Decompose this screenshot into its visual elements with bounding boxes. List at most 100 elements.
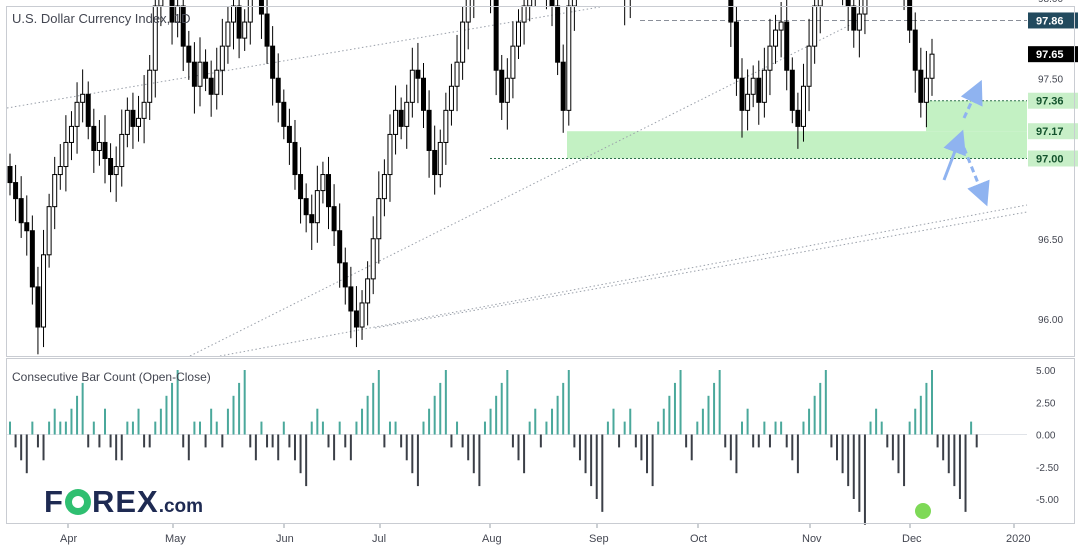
candle-body (756, 77, 762, 103)
candle-body (566, 5, 572, 111)
candle-body (231, 5, 237, 23)
candle-body (521, 5, 527, 23)
candle-body (359, 302, 365, 328)
price-label-box (1028, 150, 1078, 167)
candle-body (515, 21, 521, 47)
candle-body (465, 0, 471, 23)
candle-body (214, 69, 220, 95)
candle-body (7, 166, 13, 184)
indicator-axis-tick: -2.50 (1036, 463, 1059, 474)
price-label-box (1028, 12, 1078, 29)
candle-body (309, 214, 315, 224)
price-label-box (1028, 92, 1078, 109)
candle-body (761, 69, 767, 103)
candle-body (80, 93, 86, 103)
candle-body (560, 61, 566, 111)
candle-body (41, 254, 47, 328)
indicator-title: Consecutive Bar Count (Open-Close) (12, 370, 211, 384)
x-axis-tick: Dec (902, 533, 922, 545)
candle-body (348, 286, 354, 312)
candle-body (264, 13, 270, 47)
highlight-dot (915, 503, 931, 519)
x-axis-tick: Sep (589, 533, 609, 545)
logo-suffix: .com (158, 496, 204, 517)
candle-body (91, 125, 97, 151)
price-label-text: 97.36 (1036, 96, 1064, 108)
logo-wordmark: F REX (44, 484, 159, 519)
candle-body (571, 0, 577, 7)
candle-body (298, 174, 304, 200)
candle-body (493, 0, 499, 71)
candle-body (733, 21, 739, 79)
candle-body (404, 101, 410, 127)
candle-body (303, 198, 309, 216)
candle-body (191, 61, 197, 87)
candle-body (208, 77, 214, 95)
candle-body (437, 141, 443, 176)
candle-body (141, 101, 147, 119)
candle-body (203, 61, 209, 79)
candle-body (907, 0, 913, 31)
candle-body (789, 69, 795, 111)
candle-body (342, 262, 348, 288)
candle-body (29, 230, 35, 288)
candle-body (387, 133, 393, 176)
indicator-axis-tick: 0.00 (1036, 431, 1056, 442)
candle-body (292, 141, 298, 176)
candle-body (169, 0, 175, 23)
x-axis-tick: 2020 (1006, 533, 1030, 545)
candle-body (68, 125, 74, 143)
candle-body (739, 77, 745, 111)
projection-arrow-up (942, 129, 966, 181)
candle-body (147, 69, 153, 103)
indicator-axis-tick: 5.00 (1036, 366, 1056, 377)
candle-body (778, 21, 784, 31)
indicator-axis-tick: -5.00 (1036, 495, 1059, 506)
candle-body (806, 45, 812, 87)
candle-body (275, 77, 281, 103)
trendline-1 (189, 19, 861, 357)
trendline-3 (219, 204, 1028, 357)
projection-arrow-up-dashed (960, 79, 983, 119)
candle-body (923, 77, 929, 103)
x-axis-tick: Jun (276, 533, 294, 545)
indicator-axis-tick: 2.50 (1036, 398, 1056, 409)
candle-body (421, 77, 427, 111)
candle-body (225, 21, 231, 47)
candle-body (113, 166, 119, 176)
price-axis-tick: 98.00 (1038, 0, 1063, 5)
candle-body (247, 0, 253, 23)
candle-body (18, 198, 24, 224)
candle-body (13, 182, 19, 200)
candle-body (393, 109, 399, 135)
candle-body (773, 29, 779, 47)
candle-body (130, 109, 136, 127)
candle-body (119, 133, 125, 168)
candle-body (398, 109, 404, 127)
chart-title: U.S. Dollar Currency Index, 1D (12, 11, 191, 26)
candle-body (851, 5, 857, 31)
candle-body (24, 222, 30, 232)
candle-body (52, 174, 58, 208)
candle-body (504, 77, 510, 103)
candle-body (331, 206, 337, 232)
price-axis-tick: 97.50 (1038, 74, 1063, 85)
projection-arrow-down-dashed (962, 147, 990, 207)
candle-body (795, 109, 801, 127)
candle-body (409, 69, 415, 103)
candle-body (750, 77, 756, 95)
candle-body (448, 85, 454, 111)
candle-body (63, 141, 69, 168)
candle-body (426, 109, 432, 151)
candle-body (728, 0, 734, 23)
candle-body (365, 278, 371, 304)
trendline-2 (374, 211, 1028, 329)
candle-body (918, 69, 924, 103)
candle-body (337, 230, 343, 264)
candle-body (57, 166, 63, 176)
zone-support-upper (926, 100, 1027, 132)
candle-body (124, 109, 130, 135)
candle-body (862, 0, 868, 15)
candle-body (784, 21, 790, 71)
